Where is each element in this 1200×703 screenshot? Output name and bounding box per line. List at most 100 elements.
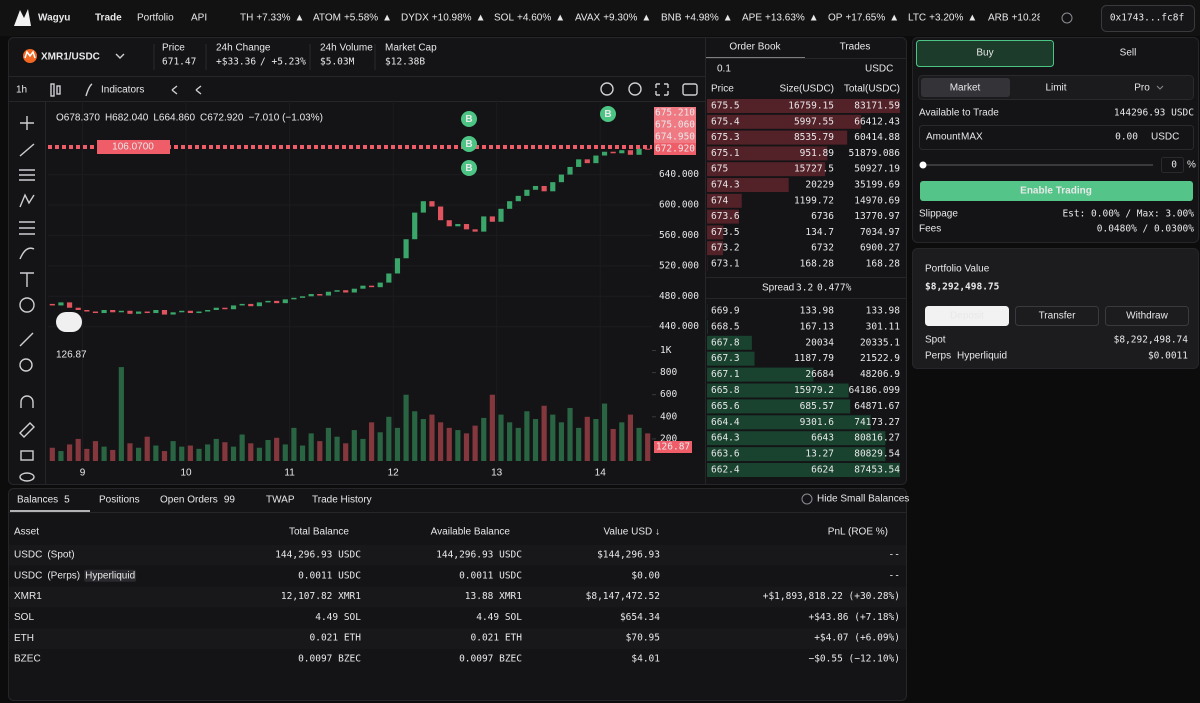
- fib-tool[interactable]: [19, 169, 35, 181]
- balances-tab[interactable]: Open Orders: [160, 495, 218, 506]
- asset-name: BZEC: [14, 654, 41, 665]
- nav-link[interactable]: API: [191, 13, 207, 24]
- candle-body: [205, 310, 211, 312]
- candle-body: [429, 201, 435, 207]
- balances-tab-count: 99: [224, 495, 236, 506]
- sell-tab-label[interactable]: Sell: [1120, 48, 1137, 59]
- book-total: 64871.67: [854, 401, 900, 412]
- hide-icon[interactable]: [1061, 12, 1073, 24]
- ticker-symbol[interactable]: OP: [828, 13, 843, 24]
- orderbook-tab[interactable]: Trades: [840, 42, 871, 53]
- slider-thumb[interactable]: [919, 161, 927, 169]
- compare-icon[interactable]: [600, 82, 614, 96]
- pair-dropdown[interactable]: [115, 53, 125, 59]
- emoji-tool[interactable]: [19, 297, 35, 313]
- balance-value: $4.01: [631, 654, 660, 665]
- magnet-tool[interactable]: [20, 395, 34, 408]
- logo[interactable]: [14, 9, 31, 26]
- amount-input[interactable]: [919, 125, 1194, 150]
- balance-available: 4.49 SOL: [476, 612, 522, 623]
- ticker-symbol[interactable]: APE: [742, 13, 762, 24]
- candle-icon[interactable]: [56, 85, 61, 95]
- row-stripe: [9, 628, 906, 649]
- indicators-button[interactable]: Indicators: [101, 85, 144, 96]
- pattern-tool[interactable]: [19, 193, 35, 208]
- trade-marker[interactable]: [600, 106, 616, 122]
- wallet-address[interactable]: 0x1743...fc8f: [1110, 13, 1184, 24]
- buy-tab[interactable]: [916, 40, 1054, 67]
- order-type[interactable]: Market: [950, 83, 981, 94]
- depth-bar: [707, 178, 789, 192]
- balances-tab[interactable]: Trade History: [312, 495, 372, 506]
- ticker-symbol[interactable]: SOL: [494, 13, 514, 24]
- volume-tag-label: 126.87: [656, 442, 690, 453]
- balances-tab[interactable]: TWAP: [266, 495, 295, 506]
- candle-body: [601, 151, 608, 156]
- portfolio-button[interactable]: [925, 306, 1009, 326]
- book-size: 134.7: [805, 227, 834, 238]
- portfolio-button[interactable]: [1015, 306, 1099, 326]
- order-type[interactable]: Limit: [1045, 83, 1066, 94]
- balances-tab[interactable]: Balances: [17, 495, 58, 506]
- stat-value: $12.38B: [385, 57, 425, 68]
- y-tick-label: 440.000: [659, 321, 699, 332]
- balance-total: 0.021 ETH: [310, 633, 362, 644]
- price-tag: [654, 107, 696, 119]
- balance-available: 13.88 XMR1: [465, 591, 522, 602]
- undo-redo[interactable]: [171, 85, 202, 95]
- book-total: 35199.69: [854, 180, 900, 191]
- ticker-symbol[interactable]: ARB: [988, 13, 1009, 24]
- interval[interactable]: 1h: [16, 85, 27, 96]
- erase-tool[interactable]: [19, 422, 35, 438]
- volume-bar: [136, 447, 142, 461]
- wallet-button[interactable]: [1101, 5, 1195, 32]
- nav-link[interactable]: Portfolio: [137, 13, 174, 24]
- trade-marker[interactable]: [461, 136, 477, 152]
- balances-column: Asset: [14, 527, 39, 538]
- ticker-symbol[interactable]: ATOM: [313, 13, 341, 24]
- volume-bar: [66, 444, 73, 461]
- zoom-tool[interactable]: [19, 358, 33, 372]
- fullscreen-icon[interactable]: [655, 83, 669, 96]
- crosshair-tool[interactable]: [20, 116, 34, 130]
- projection-tool[interactable]: [19, 221, 35, 235]
- pair-name[interactable]: XMR1/USDC: [41, 52, 100, 63]
- max-button[interactable]: MAX: [961, 132, 983, 143]
- ticker-symbol[interactable]: DYDX: [401, 13, 429, 24]
- available-value: 144296.93 USDC: [1114, 108, 1194, 119]
- unit-select[interactable]: USDC: [865, 64, 893, 75]
- order-type-active[interactable]: [921, 78, 1010, 97]
- enable-trading-button[interactable]: [920, 181, 1193, 201]
- ticker-symbol[interactable]: LTC: [908, 13, 926, 24]
- fx-icon[interactable]: [85, 83, 93, 97]
- order-type[interactable]: Pro: [1134, 83, 1150, 94]
- orderbook-tab[interactable]: Order Book: [729, 42, 781, 53]
- visibility-tool[interactable]: [19, 472, 35, 482]
- hide-small-checkbox[interactable]: [801, 493, 813, 505]
- ticker-change: +4.98%: [685, 13, 719, 24]
- portfolio-button[interactable]: [1105, 306, 1189, 326]
- lock-tool[interactable]: [20, 450, 34, 461]
- trade-marker[interactable]: [461, 111, 477, 127]
- candle-body: [84, 310, 90, 312]
- ticker-symbol[interactable]: BNB: [661, 13, 682, 24]
- price-tag: [654, 143, 696, 155]
- camera-icon[interactable]: [682, 83, 698, 96]
- slider-input[interactable]: [1161, 157, 1184, 173]
- balances-tab[interactable]: Positions: [99, 495, 140, 506]
- trade-marker[interactable]: [461, 160, 477, 176]
- brand[interactable]: Wagyu: [38, 13, 70, 24]
- brush-tool[interactable]: [19, 247, 35, 260]
- ticker-arrow: ▲: [889, 13, 899, 24]
- volume-bar: [429, 414, 435, 461]
- nav-link[interactable]: Trade: [95, 13, 122, 24]
- text-tool[interactable]: [20, 272, 34, 287]
- ticker-arrow: ▲: [723, 13, 733, 24]
- ticker-symbol[interactable]: TH: [240, 13, 253, 24]
- precision-select[interactable]: 0.1: [717, 64, 731, 75]
- ticker-symbol[interactable]: AVAX: [575, 13, 601, 24]
- line-tool[interactable]: [19, 143, 35, 157]
- ruler-tool[interactable]: [19, 332, 34, 347]
- settings-icon[interactable]: [628, 82, 642, 96]
- candle-icon[interactable]: [50, 83, 55, 97]
